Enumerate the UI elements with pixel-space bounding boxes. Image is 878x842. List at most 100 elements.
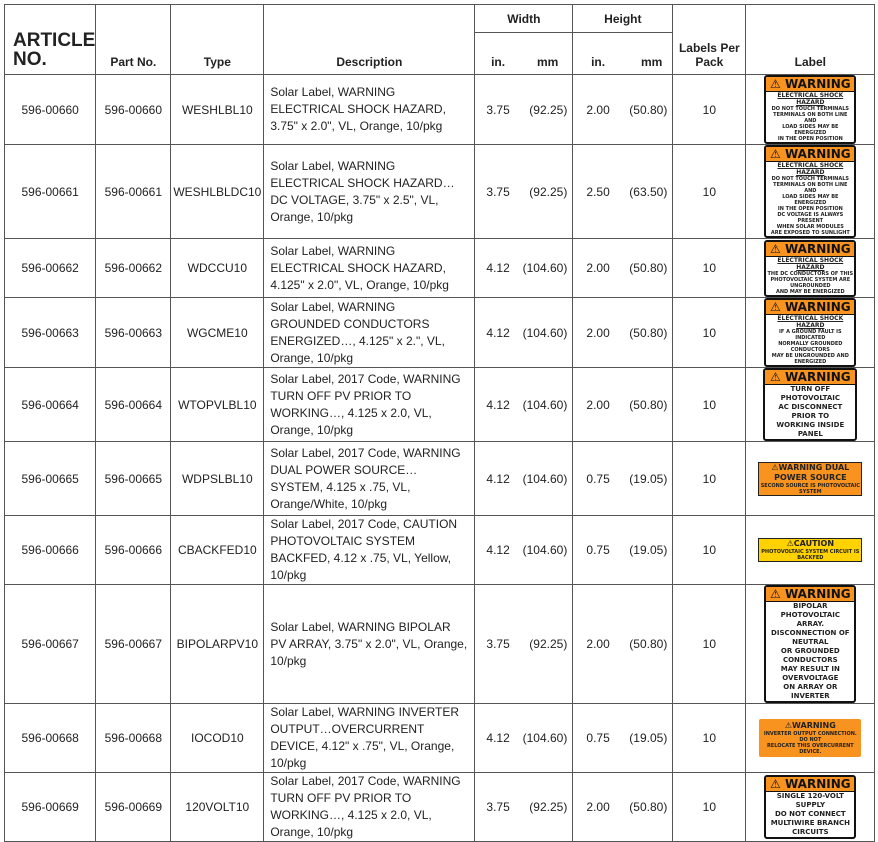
width-mm-cell: (104.60) bbox=[520, 367, 574, 442]
article-cell: 596-00666 bbox=[3, 515, 97, 585]
part-cell: 596-00669 bbox=[95, 772, 172, 842]
header-width-mm: mm bbox=[520, 32, 574, 75]
label-line: WHEN SOLAR MODULES bbox=[776, 224, 844, 230]
height-in-cell: 2.00 bbox=[572, 297, 623, 368]
header-description: Description bbox=[263, 4, 476, 75]
header-width-in: in. bbox=[474, 32, 521, 75]
article-cell: 596-00662 bbox=[3, 238, 97, 298]
width-mm-cell: (92.25) bbox=[520, 144, 574, 239]
label-line: LOAD SIDES MAY BE ENERGIZED bbox=[782, 124, 839, 136]
label-line: ARE EXPOSED TO SUNLIGHT bbox=[770, 230, 850, 236]
width-in-cell: 4.12 bbox=[474, 297, 521, 368]
warning-label-image: ⚠ WARNING ELECTRICAL SHOCK HAZARD THE DC C… bbox=[764, 239, 857, 297]
label-line: BIPOLAR PHOTOVOLTAIC ARRAY. bbox=[780, 602, 841, 628]
header-height-mm: mm bbox=[622, 32, 674, 75]
label-line: MULTIWIRE BRANCH CIRCUITS bbox=[770, 819, 850, 836]
label-line: SECOND SOURCE IS PHOTOVOLTAIC SYSTEM bbox=[760, 482, 860, 495]
label-line: MAY RESULT IN OVERVOLTAGE bbox=[780, 665, 840, 682]
label-image-cell: ⚠ WARNING BIPOLAR PHOTOVOLTAIC ARRAY. DISC… bbox=[745, 584, 876, 704]
header-article: ARTICLE NO. bbox=[3, 4, 97, 75]
height-in-cell: 2.00 bbox=[572, 74, 623, 145]
header-width: Width bbox=[474, 4, 574, 33]
pack-cell: 10 bbox=[672, 144, 747, 239]
width-mm-cell: (104.60) bbox=[520, 238, 574, 298]
label-line: INVERTER OUTPUT CONNECTION. DO NOT bbox=[763, 731, 857, 743]
label-header: ⚠ WARNING bbox=[766, 300, 855, 315]
label-image-cell: ⚠WARNING INVERTER OUTPUT CONNECTION. DO N… bbox=[745, 703, 876, 773]
height-mm-cell: (63.50) bbox=[622, 144, 674, 239]
width-in-cell: 4.12 bbox=[474, 515, 521, 585]
article-cell: 596-00667 bbox=[3, 584, 97, 704]
label-line: THE DC CONDUCTORS OF THIS bbox=[767, 270, 854, 277]
header-height: Height bbox=[572, 4, 674, 33]
part-cell: 596-00663 bbox=[95, 297, 172, 368]
label-image-cell: ⚠ WARNING TURN OFF PHOTOVOLTAIC AC DISCONN… bbox=[745, 367, 876, 442]
pack-cell: 10 bbox=[672, 367, 747, 442]
table-row: 596-00665 596-00665 WDPSLBL10 Solar Label, … bbox=[3, 441, 876, 516]
article-cell: 596-00668 bbox=[3, 703, 97, 773]
label-image-cell: ⚠ WARNING SINGLE 120-VOLT SUPPLY DO NOT CO… bbox=[745, 772, 876, 842]
description-cell: Solar Label, 2017 Code, WARNING TURN OFF… bbox=[263, 367, 476, 442]
height-in-cell: 2.00 bbox=[572, 772, 623, 842]
strip-label-image: ⚠CAUTION PHOTOVOLTAIC SYSTEM CIRCUIT IS B… bbox=[758, 538, 863, 562]
article-cell: 596-00664 bbox=[3, 367, 97, 442]
label-line: TERMINALS ON BOTH LINE AND bbox=[773, 182, 848, 194]
height-mm-cell: (50.80) bbox=[622, 238, 674, 298]
description-cell: Solar Label, WARNING GROUNDED CONDUCTORS… bbox=[263, 297, 476, 368]
label-title: ELECTRICAL SHOCK HAZARD bbox=[777, 315, 844, 329]
height-mm-cell: (50.80) bbox=[622, 772, 674, 842]
label-image-cell: ⚠CAUTION PHOTOVOLTAIC SYSTEM CIRCUIT IS B… bbox=[745, 515, 876, 585]
height-mm-cell: (50.80) bbox=[622, 74, 674, 145]
label-line: TURN OFF PHOTOVOLTAIC bbox=[780, 385, 841, 402]
label-line: AND MAY BE ENERGIZED bbox=[775, 288, 845, 295]
type-cell: IOCOD10 bbox=[170, 703, 265, 773]
table-row: 596-00660 596-00660 WESHLBL10 Solar Label, … bbox=[3, 74, 876, 145]
width-mm-cell: (104.60) bbox=[520, 515, 574, 585]
width-in-cell: 4.12 bbox=[474, 441, 521, 516]
label-header: ⚠ WARNING bbox=[766, 587, 855, 602]
article-cell: 596-00661 bbox=[3, 144, 97, 239]
warning-label-image: ⚠ WARNING BIPOLAR PHOTOVOLTAIC ARRAY. DISC… bbox=[764, 585, 857, 703]
pack-cell: 10 bbox=[672, 297, 747, 368]
label-line: SINGLE 120-VOLT SUPPLY bbox=[776, 792, 844, 809]
table-row: 596-00669 596-00669 120VOLT10 Solar Label, … bbox=[3, 772, 876, 842]
label-line: WORKING INSIDE PANEL bbox=[776, 421, 845, 438]
width-in-cell: 3.75 bbox=[474, 772, 521, 842]
label-line: AC DISCONNECT PRIOR TO bbox=[778, 403, 843, 420]
width-in-cell: 4.12 bbox=[474, 238, 521, 298]
width-mm-cell: (92.25) bbox=[520, 74, 574, 145]
table-row: 596-00661 596-00661 WESHLBLDC10 Solar Label… bbox=[3, 144, 876, 239]
label-image-cell: ⚠ WARNING ELECTRICAL SHOCK HAZARD THE DC C… bbox=[745, 238, 876, 298]
table-row: 596-00663 596-00663 WGCME10 Solar Label, WA… bbox=[3, 297, 876, 368]
label-image-cell: ⚠ WARNING ELECTRICAL SHOCK HAZARD IF A GRO… bbox=[745, 297, 876, 368]
type-cell: CBACKFED10 bbox=[170, 515, 265, 585]
label-line: IN THE OPEN POSITION bbox=[777, 206, 843, 212]
article-cell: 596-00669 bbox=[3, 772, 97, 842]
label-header: ⚠ WARNING bbox=[765, 370, 856, 385]
label-image-cell: ⚠WARNING DUAL POWER SOURCE SECOND SOURCE … bbox=[745, 441, 876, 516]
article-cell: 596-00665 bbox=[3, 441, 97, 516]
label-line: PHOTOVOLTAIC SYSTEM CIRCUIT IS BACKFED bbox=[761, 549, 860, 561]
part-cell: 596-00661 bbox=[95, 144, 172, 239]
height-mm-cell: (50.80) bbox=[622, 367, 674, 442]
header-type: Type bbox=[170, 4, 265, 75]
label-header: ⚠WARNING DUAL POWER SOURCE bbox=[771, 462, 850, 482]
width-mm-cell: (104.60) bbox=[520, 297, 574, 368]
pack-cell: 10 bbox=[672, 515, 747, 585]
pack-cell: 10 bbox=[672, 238, 747, 298]
type-cell: WDCCU10 bbox=[170, 238, 265, 298]
label-line: DO NOT TOUCH TERMINALS bbox=[771, 106, 850, 112]
part-cell: 596-00666 bbox=[95, 515, 172, 585]
description-cell: Solar Label, WARNING ELECTRICAL SHOCK HA… bbox=[263, 74, 476, 145]
label-line: IN THE OPEN POSITION bbox=[777, 136, 843, 142]
header-labels-per-pack: Labels Per Pack bbox=[672, 4, 747, 75]
pack-cell: 10 bbox=[672, 441, 747, 516]
type-cell: WTOPVLBL10 bbox=[170, 367, 265, 442]
strip-label-image: ⚠WARNING DUAL POWER SOURCE SECOND SOURCE … bbox=[758, 461, 863, 496]
width-in-cell: 4.12 bbox=[474, 367, 521, 442]
label-image-cell: ⚠ WARNING ELECTRICAL SHOCK HAZARD DO NOT T… bbox=[745, 144, 876, 239]
label-line: OR GROUNDED CONDUCTORS bbox=[780, 647, 840, 664]
header-label: Label bbox=[745, 4, 876, 75]
height-in-cell: 2.50 bbox=[572, 144, 623, 239]
width-mm-cell: (104.60) bbox=[520, 441, 574, 516]
